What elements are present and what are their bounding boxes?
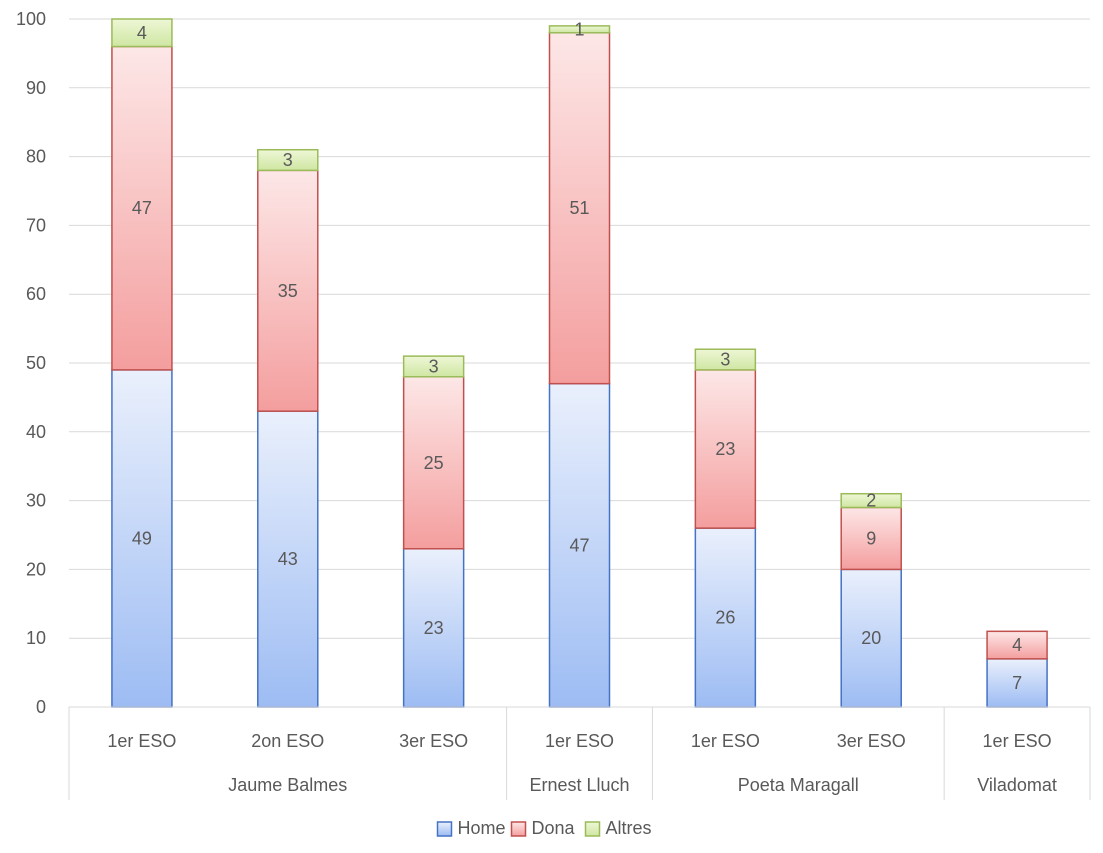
bar-segment-dona <box>257 169 319 412</box>
y-tick-label: 40 <box>26 422 46 442</box>
data-label-home: 43 <box>278 549 298 569</box>
bar-segment-dona <box>111 45 173 371</box>
legend-swatch-home <box>436 821 453 837</box>
y-axis: 0 10 20 30 40 50 60 70 80 90 100 <box>16 9 46 717</box>
x-group-label: Jaume Balmes <box>228 775 347 795</box>
x-category-label: 3er ESO <box>399 731 468 751</box>
bar-segment-altres <box>548 25 611 34</box>
data-label-home: 49 <box>132 528 152 548</box>
bars: 49 47 4 43 35 3 23 25 3 47 51 1 26 23 3 20 9 2 7 4 <box>111 18 1048 708</box>
x-category-label: 1er ESO <box>545 731 614 751</box>
bar-segment-home <box>257 410 319 708</box>
bar-segment-altres <box>111 18 173 48</box>
data-label-altres: 1 <box>574 19 584 39</box>
x-category-label: 3er ESO <box>837 731 906 751</box>
data-label-home: 7 <box>1012 673 1022 693</box>
data-label-dona: 25 <box>424 453 444 473</box>
bar-segment-altres <box>694 348 757 371</box>
legend-label-altres: Altres <box>606 818 652 838</box>
data-label-altres: 3 <box>720 350 730 370</box>
y-tick-label: 20 <box>26 559 46 579</box>
data-label-altres: 2 <box>866 491 876 511</box>
y-tick-label: 80 <box>26 147 46 167</box>
y-tick-label: 100 <box>16 9 46 29</box>
x-category-label: 2on ESO <box>251 731 324 751</box>
x-group-label: Ernest Lluch <box>529 775 629 795</box>
legend-swatch-altres <box>584 821 601 837</box>
legend-label-home: Home <box>458 818 506 838</box>
x-group-label: Poeta Maragall <box>738 775 859 795</box>
bar-segment-altres <box>840 492 902 509</box>
data-label-dona: 23 <box>715 439 735 459</box>
y-tick-label: 60 <box>26 284 46 304</box>
y-tick-label: 90 <box>26 78 46 98</box>
legend-swatch-dona <box>510 821 527 837</box>
y-tick-label: 10 <box>26 628 46 648</box>
legend-label-dona: Dona <box>532 818 576 838</box>
data-label-dona: 4 <box>1012 635 1022 655</box>
y-tick-label: 30 <box>26 491 46 511</box>
data-label-altres: 3 <box>283 150 293 170</box>
y-tick-label: 0 <box>36 697 46 717</box>
bar-segment-altres <box>257 148 319 172</box>
y-tick-label: 50 <box>26 353 46 373</box>
bar-segment-home <box>548 382 611 708</box>
data-label-home: 26 <box>715 608 735 628</box>
bar-segment-altres <box>402 355 465 378</box>
legend: Home Dona Altres <box>436 818 652 838</box>
x-axis: 1er ESO 2on ESO 3er ESO 1er ESO 1er ESO 3er E… <box>68 706 1091 800</box>
data-label-altres: 3 <box>429 356 439 376</box>
bar-segment-home <box>694 527 757 708</box>
data-label-dona: 35 <box>278 281 298 301</box>
x-group-label: Viladomat <box>977 775 1057 795</box>
bar-segment-dona <box>986 630 1048 660</box>
bar-segment-dona <box>694 369 757 529</box>
data-label-dona: 47 <box>132 198 152 218</box>
bar-segment-home <box>986 658 1048 708</box>
x-category-label: 1er ESO <box>983 731 1052 751</box>
bar-segment-dona <box>840 506 902 571</box>
data-label-dona: 9 <box>866 528 876 548</box>
x-category-label: 1er ESO <box>691 731 760 751</box>
data-label-home: 20 <box>861 628 881 648</box>
data-label-altres: 4 <box>137 23 147 43</box>
x-category-label: 1er ESO <box>107 731 176 751</box>
y-tick-label: 70 <box>26 215 46 235</box>
bar-segment-dona <box>402 376 465 550</box>
data-label-home: 23 <box>424 618 444 638</box>
bar-segment-home <box>111 369 173 708</box>
data-label-home: 47 <box>569 535 589 555</box>
data-label-dona: 51 <box>569 198 589 218</box>
